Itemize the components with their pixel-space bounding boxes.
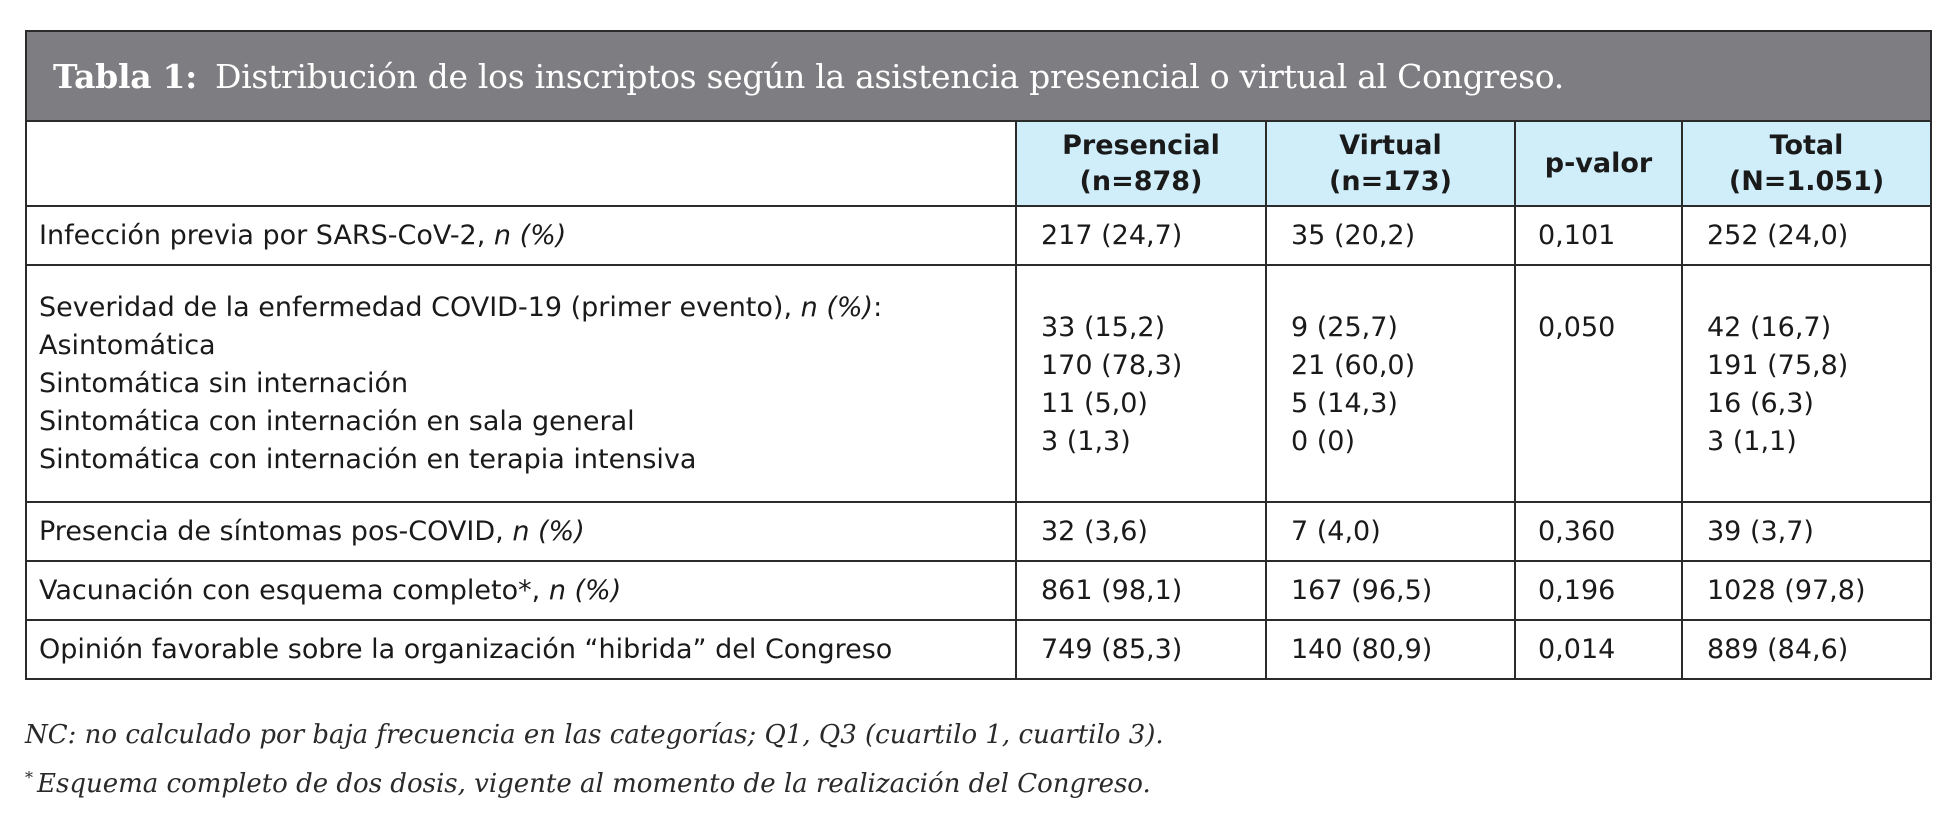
row-sublabel: Asintomática xyxy=(39,329,216,361)
table-caption: Tabla 1: Distribución de los inscriptos s… xyxy=(24,30,1933,122)
cell-value: 191 (75,8) xyxy=(1707,350,1849,381)
footnote-esquema: * Esquema completo de dos dosis, vigente … xyxy=(25,768,1930,799)
table-container: Tabla 1: Distribución de los inscriptos s… xyxy=(24,30,1933,680)
table-row: Opinión favorable sobre la organización … xyxy=(25,619,1933,680)
column-header-total: Total (N=1.051) xyxy=(1680,120,1933,207)
column-header-virtual-title: Virtual xyxy=(1339,129,1442,161)
cell-presencial: 861 (98,1) xyxy=(1015,560,1267,621)
table-row: Infección previa por SARS-CoV-2, n (%) 2… xyxy=(25,205,1933,266)
cell-value: 33 (15,2) xyxy=(1041,312,1166,343)
cell-presencial: 33 (15,2) 170 (78,3) 11 (5,0) 3 (1,3) xyxy=(1015,264,1267,503)
cell-total: 252 (24,0) xyxy=(1680,205,1933,266)
footnote-nc: NC: no calculado por baja frecuencia en … xyxy=(25,720,1164,750)
row-label-opinion: Opinión favorable sobre la organización … xyxy=(25,619,1017,680)
table-row: Vacunación con esquema completo*, n (%) … xyxy=(25,560,1933,621)
row-stat: n (%) xyxy=(548,574,622,606)
cell-presencial: 749 (85,3) xyxy=(1015,619,1267,680)
column-header-virtual-n: (n=173) xyxy=(1329,165,1452,197)
column-header-total-n: (N=1.051) xyxy=(1728,165,1885,197)
cell-pvalor: 0,196 xyxy=(1514,560,1683,621)
cell-total: 889 (84,6) xyxy=(1680,619,1933,680)
footnote-marker: * xyxy=(25,768,33,787)
row-label-vacunacion: Vacunación con esquema completo*, n (%) xyxy=(25,560,1017,621)
footnote-esquema-text: Esquema completo de dos dosis, vigente a… xyxy=(37,769,1151,799)
column-header-pvalor: p-valor xyxy=(1514,120,1683,207)
row-sublabel: Sintomática con internación en terapia i… xyxy=(39,443,697,475)
row-label-sintomas: Presencia de síntomas pos-COVID, n (%) xyxy=(25,501,1017,562)
table-caption-text: Distribución de los inscriptos según la … xyxy=(215,56,1564,96)
cell-pvalor: 0,014 xyxy=(1514,619,1683,680)
row-label-text: Severidad de la enfermedad COVID-19 (pri… xyxy=(39,289,1014,327)
row-stat: n (%) xyxy=(493,219,567,251)
cell-value: 9 (25,7) xyxy=(1291,312,1398,343)
cell-total: 42 (16,7) 191 (75,8) 16 (6,3) 3 (1,1) xyxy=(1680,264,1933,503)
row-label-severidad: Severidad de la enfermedad COVID-19 (pri… xyxy=(25,264,1017,503)
table-label: Tabla 1: xyxy=(53,56,198,96)
cell-presencial: 217 (24,7) xyxy=(1015,205,1267,266)
cell-value: 42 (16,7) xyxy=(1707,312,1832,343)
cell-virtual: 9 (25,7) 21 (60,0) 5 (14,3) 0 (0) xyxy=(1265,264,1516,503)
row-label-text: Vacunación con esquema completo*, xyxy=(39,574,541,606)
column-header-presencial: Presencial (n=878) xyxy=(1015,120,1267,207)
row-stat-suffix: : xyxy=(873,291,883,323)
column-header-virtual: Virtual (n=173) xyxy=(1265,120,1516,207)
column-header-row: Presencial (n=878) Virtual (n=173) p-val… xyxy=(25,120,1933,207)
cell-presencial: 32 (3,6) xyxy=(1015,501,1267,562)
cell-virtual: 140 (80,9) xyxy=(1265,619,1516,680)
cell-value: 5 (14,3) xyxy=(1291,388,1398,419)
cell-pvalor: 0,101 xyxy=(1514,205,1683,266)
column-header-presencial-n: (n=878) xyxy=(1079,165,1203,197)
row-stat: n (%) xyxy=(512,515,585,547)
cell-value: 11 (5,0) xyxy=(1041,388,1148,419)
table-row: Presencia de síntomas pos-COVID, n (%) 3… xyxy=(25,501,1933,562)
column-header-blank xyxy=(25,120,1017,207)
cell-value: 0,050 xyxy=(1538,312,1616,343)
column-header-total-title: Total xyxy=(1769,129,1844,161)
cell-pvalor: 0,360 xyxy=(1514,501,1683,562)
row-label-main: Severidad de la enfermedad COVID-19 (pri… xyxy=(39,291,793,323)
cell-value: 170 (78,3) xyxy=(1041,350,1183,381)
row-sublabel: Sintomática sin internación xyxy=(39,367,409,399)
cell-pvalor: 0,050 xyxy=(1514,264,1683,503)
cell-total: 1028 (97,8) xyxy=(1680,560,1933,621)
cell-value: 3 (1,3) xyxy=(1041,426,1131,457)
cell-virtual: 35 (20,2) xyxy=(1265,205,1516,266)
cell-value: 3 (1,1) xyxy=(1707,426,1797,457)
column-header-pvalor-title: p-valor xyxy=(1544,147,1653,179)
data-table: Tabla 1: Distribución de los inscriptos s… xyxy=(24,30,1933,680)
table-row: Severidad de la enfermedad COVID-19 (pri… xyxy=(25,264,1933,503)
cell-value: 0 (0) xyxy=(1291,426,1356,457)
column-header-presencial-title: Presencial xyxy=(1062,129,1220,161)
row-label-text: Opinión favorable sobre la organización … xyxy=(39,633,893,665)
cell-virtual: 7 (4,0) xyxy=(1265,501,1516,562)
row-label-infeccion: Infección previa por SARS-CoV-2, n (%) xyxy=(25,205,1017,266)
row-label-text: Presencia de síntomas pos-COVID, xyxy=(39,515,504,547)
row-stat: n (%) xyxy=(800,291,874,323)
cell-value: 16 (6,3) xyxy=(1707,388,1814,419)
cell-total: 39 (3,7) xyxy=(1680,501,1933,562)
row-label-text: Infección previa por SARS-CoV-2, xyxy=(39,219,486,251)
cell-value: 21 (60,0) xyxy=(1291,350,1416,381)
row-sublabel: Sintomática con internación en sala gene… xyxy=(39,405,635,437)
cell-virtual: 167 (96,5) xyxy=(1265,560,1516,621)
